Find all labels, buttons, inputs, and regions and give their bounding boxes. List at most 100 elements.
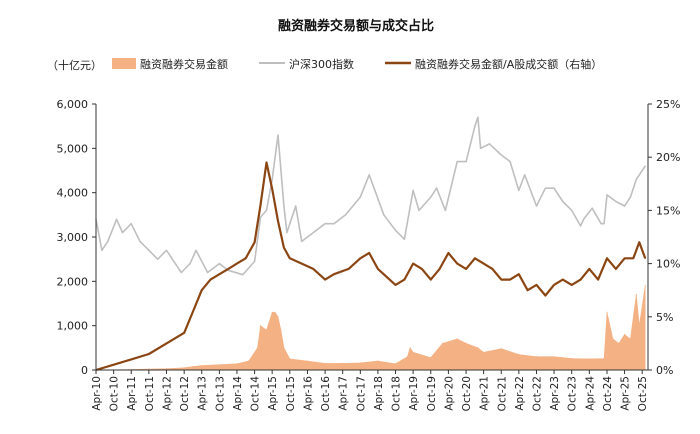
series-1-point-61: [606, 194, 608, 196]
x-tick-label-14: Apr-17: [338, 376, 350, 411]
x-tick-label-13: Oct-16: [320, 376, 332, 412]
series-1-point-37: [418, 209, 420, 211]
series-2-point-4: [165, 342, 168, 344]
legend-label-hs300: 沪深300指数: [289, 57, 354, 71]
x-tick-label-2: Apr-11: [126, 376, 138, 411]
series-1-point-34: [394, 229, 397, 231]
series-2-point-32: [430, 279, 432, 281]
series-0-point-47: [635, 294, 637, 296]
series-2-point-48: [571, 284, 573, 286]
series-0-point-42: [606, 311, 608, 313]
x-tick-label-31: Oct-25: [637, 376, 649, 411]
series-1-point-50: [524, 174, 526, 176]
series-0-point-3: [148, 368, 150, 370]
series-0-point-6: [192, 365, 194, 368]
series-1-point-25: [295, 205, 297, 207]
series-2-point-56: [638, 241, 640, 243]
series-2-point-39: [491, 268, 493, 270]
series-0-area: [95, 285, 646, 371]
series-0-point-39: [571, 357, 573, 360]
x-tick-label-7: Oct-13: [214, 376, 226, 411]
x-tick-label-8: Apr-14: [232, 376, 244, 411]
series-2-point-44: [535, 284, 538, 286]
x-tick-label-24: Apr-22: [514, 376, 526, 411]
series-2-point-28: [394, 284, 397, 286]
series-1-point-31: [359, 196, 361, 198]
series-2-point-43: [527, 289, 529, 291]
series-2-point-53: [615, 268, 617, 270]
right-tick-label-5: 25%: [656, 98, 680, 111]
left-tick-label-6: 6,000: [57, 98, 89, 111]
series-2-point-23: [333, 273, 335, 275]
x-tick-label-28: Apr-24: [584, 376, 596, 411]
series-1-point-11: [180, 271, 182, 274]
series-1-point-66: [644, 165, 646, 167]
series-1-point-22: [277, 134, 279, 136]
x-tick-label-21: Oct-20: [461, 376, 473, 411]
series-0-point-20: [306, 360, 309, 362]
series-2-point-17: [277, 220, 279, 222]
series-1-point-32: [368, 174, 370, 176]
series-1-point-46: [488, 143, 491, 145]
series-0-point-43: [612, 338, 614, 340]
series-2-point-12: [245, 257, 247, 259]
series-1-point-41: [456, 161, 458, 163]
series-0-point-24: [377, 360, 379, 362]
series-1-point-24: [286, 232, 288, 234]
series-2-point-33: [439, 268, 441, 270]
series-1-point-62: [615, 200, 617, 203]
left-tick-label-5: 5,000: [57, 142, 89, 155]
series-0-point-30: [442, 342, 444, 344]
legend: 融资融券交易金额 沪深300指数 融资融券交易金额/A股成交额（右轴）: [112, 57, 602, 71]
series-1-point-6: [139, 240, 141, 242]
series-0-point-49: [644, 285, 646, 287]
series-0-point-16: [277, 316, 279, 318]
series-0-point-45: [624, 333, 626, 336]
right-tick-label-0: 0%: [656, 364, 673, 377]
series-2-point-36: [465, 268, 467, 270]
x-tick-label-17: Oct-18: [391, 376, 403, 411]
legend-label-margin-amount: 融资融券交易金额: [140, 57, 228, 71]
series-2-point-27: [377, 268, 379, 270]
right-tick-label-2: 10%: [656, 258, 680, 271]
series-0-point-11: [257, 347, 259, 349]
series-2-point-11: [236, 263, 238, 265]
series-1-point-43: [474, 125, 476, 127]
series-1-point-23: [283, 205, 285, 207]
series-1-point-60: [603, 223, 605, 225]
series-0-point-12: [259, 325, 262, 327]
series-2-point-40: [500, 279, 502, 281]
series-0-point-19: [289, 358, 291, 360]
series-2-point-52: [606, 257, 608, 259]
series-1-point-10: [174, 263, 176, 265]
x-tick-label-15: Oct-17: [355, 376, 367, 411]
series-2-point-5: [183, 332, 185, 334]
series-0-point-13: [265, 329, 268, 331]
series-1-point-38: [430, 196, 432, 198]
x-tick-label-27: Oct-23: [567, 376, 579, 411]
series-1-point-36: [412, 189, 414, 191]
series-1-point-40: [444, 209, 446, 211]
series-2-point-2: [130, 358, 132, 360]
series-1-point-1: [101, 249, 103, 251]
series-1-point-18: [254, 260, 256, 262]
series-0-point-8: [218, 364, 220, 366]
series-1-point-65: [635, 178, 637, 180]
series-1-point-63: [624, 205, 626, 207]
series-1-point-47: [500, 154, 502, 156]
x-tick-label-11: Oct-15: [285, 376, 297, 411]
series-2-point-54: [624, 257, 626, 259]
series-2-point-50: [588, 268, 590, 270]
x-tick-label-20: Apr-20: [443, 376, 455, 411]
series-2-point-45: [544, 294, 547, 297]
series-1-point-21: [271, 178, 273, 180]
series-1-point-14: [207, 271, 209, 274]
series-1-point-13: [195, 249, 197, 251]
series-1-point-19: [259, 216, 262, 218]
series-1-point-59: [600, 223, 602, 225]
series-1-point-15: [218, 263, 220, 265]
series-1-point-12: [189, 263, 191, 265]
series-0-point-7: [201, 365, 203, 367]
series-1-point-27: [312, 232, 314, 234]
